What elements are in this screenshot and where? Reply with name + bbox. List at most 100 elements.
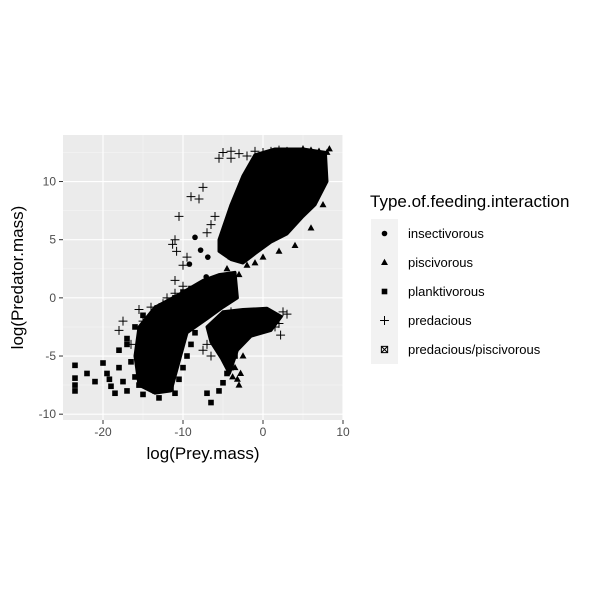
legend-entry-predacious: predacious	[371, 306, 472, 335]
legend-key-triangle-icon	[381, 258, 388, 265]
point-piscivorous-20	[223, 264, 231, 272]
point-planktivorous-24	[176, 376, 182, 383]
legend-title: Type.of.feeding.interaction	[370, 192, 569, 211]
point-predacious-4	[242, 151, 252, 161]
point-piscivorous-44	[239, 352, 247, 359]
point-predacious-19	[174, 211, 184, 221]
point-piscivorous-30	[319, 201, 327, 208]
point-planktivorous-52	[204, 390, 210, 397]
point-predacious-31	[114, 325, 124, 335]
point-piscivorous-32	[291, 241, 299, 248]
point-piscivorous-31	[307, 224, 315, 231]
point-piscivorous-35	[251, 259, 259, 266]
point-planktivorous-53	[208, 399, 214, 406]
legend-label: predacious	[408, 313, 472, 328]
point-predacious-21	[168, 239, 178, 249]
point-planktivorous-10	[120, 378, 126, 385]
legend-entry-planktivorous: planktivorous	[371, 277, 485, 306]
point-piscivorous-45	[237, 369, 245, 376]
point-predacious-49	[202, 339, 212, 349]
point-planktivorous-13	[132, 374, 138, 380]
point-predacious-13	[194, 194, 204, 204]
point-planktivorous-23	[172, 390, 178, 397]
point-planktivorous-12	[128, 359, 134, 365]
legend-label: piscivorous	[408, 255, 474, 270]
point-planktivorous-2	[72, 382, 78, 388]
point-predacious-20	[170, 235, 180, 245]
point-predacious-51	[206, 351, 216, 361]
legend-label: planktivorous	[408, 284, 485, 299]
point-insectivorous-3	[186, 261, 193, 267]
legend-key-circle-icon	[381, 230, 388, 237]
point-planktivorous-5	[104, 370, 110, 377]
point-planktivorous-64	[116, 347, 122, 354]
point-predacious-25	[170, 275, 180, 285]
point-predacious-47	[276, 330, 286, 340]
point-predacious-45	[278, 307, 288, 317]
y-axis: -10 -5 0 5 10	[39, 175, 63, 421]
legend-entry-insectivorous: insectivorous	[371, 219, 484, 248]
point-planktivorous-8	[112, 390, 118, 397]
point-predacious-22	[172, 246, 182, 256]
point-predacious-23	[182, 252, 192, 262]
point-predacious-0	[218, 147, 228, 157]
point-predacious-46	[282, 309, 292, 319]
y-axis-title: log(Predator.mass)	[8, 206, 27, 350]
point-planktivorous-49	[220, 379, 226, 386]
point-insectivorous-1	[197, 247, 204, 253]
point-planktivorous-50	[224, 370, 230, 377]
point-planktivorous-15	[140, 391, 146, 398]
point-planktivorous-11	[124, 388, 130, 394]
point-predacious-32	[134, 305, 144, 314]
point-piscivorous-40	[233, 375, 241, 382]
point-predacious-17	[206, 220, 216, 230]
y-tick-label: 5	[49, 233, 56, 247]
point-predacious-50	[198, 345, 208, 355]
point-planktivorous-28	[192, 329, 198, 336]
point-planktivorous-6	[106, 376, 113, 383]
point-predacious-2	[234, 149, 244, 159]
point-piscivorous-37	[235, 270, 243, 278]
point-planktivorous-9	[116, 364, 122, 371]
point-predacious-29	[118, 316, 128, 326]
point-planktivorous-25	[180, 364, 186, 371]
point-planktivorous-44	[132, 324, 138, 330]
point-planktivorous-0	[72, 362, 78, 369]
point-predacious-3	[214, 153, 224, 163]
x-axis: -20 -10 0 10	[94, 420, 350, 439]
legend: Type.of.feeding.interaction insectivorou…	[370, 192, 569, 364]
y-tick-label: 10	[43, 175, 57, 189]
point-piscivorous-29	[325, 145, 333, 152]
legend-entry-predacious-piscivorous: predacious/piscivorous	[371, 335, 541, 364]
legend-entries: insectivorous piscivorous planktivorous pre…	[371, 219, 541, 364]
point-predacious-16	[210, 211, 220, 221]
point-predacious-24	[178, 260, 188, 270]
point-cloud-3	[205, 306, 283, 375]
point-insectivorous-0	[192, 234, 198, 241]
point-planktivorous-48	[216, 388, 222, 394]
point-piscivorous-33	[275, 247, 283, 254]
x-axis-title: log(Prey.mass)	[146, 444, 259, 463]
legend-key-square-icon	[381, 288, 388, 295]
point-planktivorous-45	[140, 312, 146, 319]
point-planktivorous-62	[84, 370, 90, 377]
point-planktivorous-63	[92, 378, 98, 385]
legend-entry-piscivorous: piscivorous	[371, 248, 474, 277]
point-piscivorous-46	[229, 373, 237, 380]
point-planktivorous-65	[124, 335, 130, 342]
y-tick-label: 0	[49, 291, 56, 305]
point-piscivorous-41	[235, 381, 243, 388]
point-insectivorous-2	[204, 254, 211, 260]
legend-label: insectivorous	[408, 226, 484, 241]
legend-key-plus-icon	[380, 316, 389, 325]
point-density-clouds	[133, 147, 329, 395]
legend-key-square-x-icon	[380, 345, 389, 354]
y-tick-label: -5	[45, 349, 56, 363]
y-tick-label: -10	[39, 407, 57, 421]
point-planktivorous-26	[184, 353, 190, 359]
point-planktivorous-4	[100, 360, 106, 366]
point-predacious-30	[126, 339, 136, 349]
x-tick-label: -20	[94, 425, 112, 439]
legend-label: predacious/piscivorous	[408, 342, 541, 357]
